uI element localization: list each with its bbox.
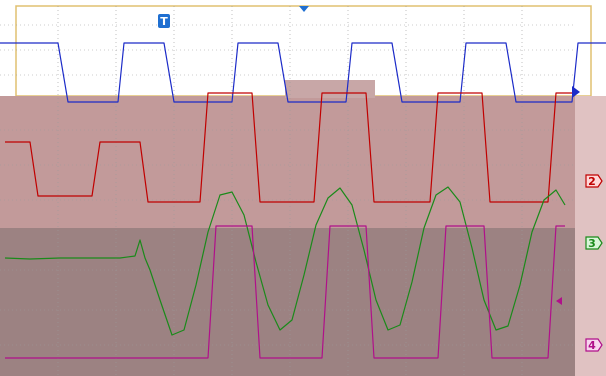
- channel-marker-ch3-label: 3: [588, 237, 596, 250]
- trigger-marker[interactable]: T: [158, 14, 170, 28]
- trace-ch4: [5, 225, 565, 359]
- channel-marker-ch3[interactable]: 3: [585, 236, 603, 250]
- trace-ch1: [0, 42, 606, 103]
- traces: [0, 42, 606, 359]
- channel-marker-ch2-label: 2: [588, 175, 596, 188]
- trigger-position-arrow[interactable]: [299, 6, 309, 12]
- ch1-marker-arrow[interactable]: [572, 86, 580, 98]
- trace-ch2: [5, 92, 575, 203]
- overlap-patch: [285, 80, 375, 98]
- ch4-level-arrow[interactable]: [556, 297, 562, 305]
- right-side-strip: [575, 96, 606, 376]
- lower-panel-upper: [0, 96, 606, 228]
- trigger-marker-label: T: [160, 15, 168, 28]
- grid: [0, 6, 575, 376]
- lower-panel-lower: [0, 228, 606, 376]
- channel-marker-ch2[interactable]: 2: [585, 174, 603, 188]
- trace-ch3: [4, 186, 566, 336]
- channel-marker-ch4-label: 4: [588, 339, 596, 352]
- channel-marker-ch4[interactable]: 4: [585, 338, 603, 352]
